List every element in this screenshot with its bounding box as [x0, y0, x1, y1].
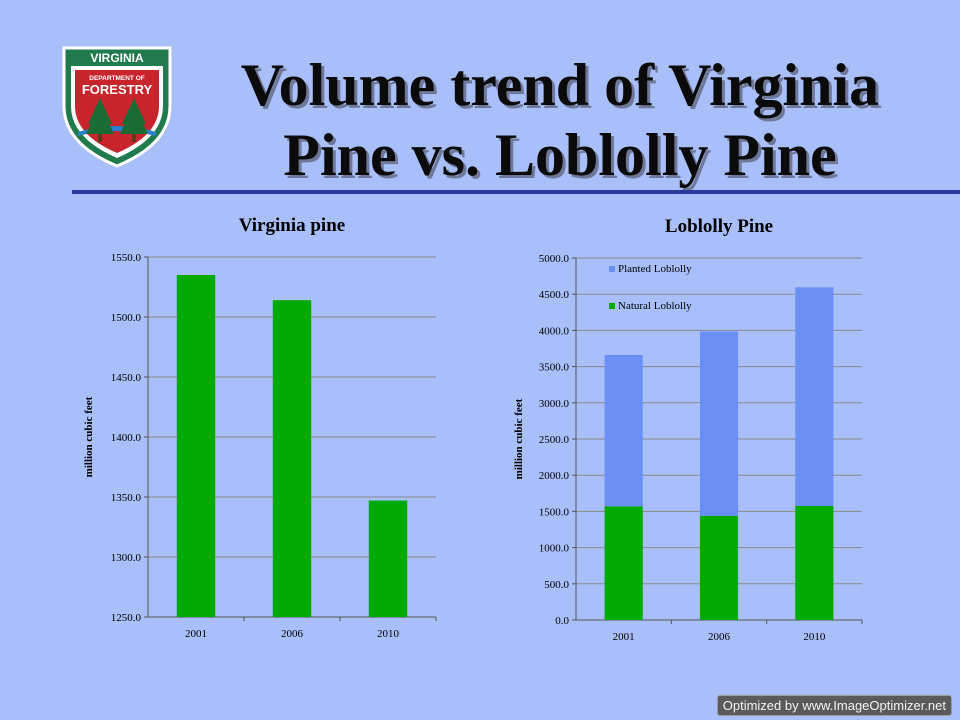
- y-tick-label: 1500.0: [111, 312, 142, 324]
- x-tick-label: 2006: [281, 628, 304, 640]
- y-tick-label: 1350.0: [111, 492, 142, 504]
- y-tick-label: 0.0: [555, 615, 569, 627]
- x-tick-label: 2001: [613, 631, 635, 643]
- x-tick-label: 2001: [185, 628, 207, 640]
- bar-natural-loblolly: [604, 506, 643, 620]
- y-tick-label: 1450.0: [111, 372, 142, 384]
- chart-title: Loblolly Pine: [665, 216, 773, 237]
- tree-icon: [86, 98, 114, 142]
- bar-natural-loblolly: [699, 515, 739, 620]
- y-tick-label: 5000.0: [539, 253, 570, 265]
- logo-middle-text: DEPARTMENT OF: [89, 75, 145, 82]
- y-axis-label: million cubic feet: [83, 396, 95, 477]
- x-tick-label: 2010: [803, 631, 826, 643]
- y-tick-label: 1000.0: [539, 543, 570, 555]
- virginia-pine-chart: Virginia pine 1250.0 1300.0 1350.0 1400.0 145…: [70, 200, 510, 660]
- y-tick-label: 1500.0: [539, 506, 570, 518]
- virginia-pine-chart-svg: Virginia pine 1250.0 1300.0 1350.0 1400.0 145…: [83, 215, 437, 640]
- bar-planted-loblolly: [604, 355, 643, 507]
- slide-title: Volume trend of Virginia Pine vs. Loblol…: [240, 52, 880, 188]
- chart-title: Virginia pine: [239, 215, 345, 236]
- logo-top-text: VIRGINIA: [90, 51, 144, 65]
- legend-swatch: [609, 303, 615, 309]
- loblolly-pine-chart-svg: Loblolly Pine 0.0 500.0 1000.0 1500.0 2000.0 2…: [513, 216, 863, 643]
- y-tick-label: 2500.0: [539, 434, 570, 446]
- legend-swatch: [609, 266, 615, 272]
- bar: [272, 300, 312, 617]
- x-tick-label: 2006: [708, 631, 731, 643]
- legend-label: Natural Loblolly: [618, 300, 692, 312]
- y-tick-label: 3500.0: [539, 362, 570, 374]
- title-divider: [72, 190, 960, 194]
- y-tick-label: 3000.0: [539, 398, 570, 410]
- bar: [176, 275, 216, 617]
- y-tick-label: 2000.0: [539, 470, 570, 482]
- y-tick-label: 500.0: [544, 579, 569, 591]
- legend-label: Planted Loblolly: [618, 263, 692, 275]
- y-tick-label: 1250.0: [111, 612, 142, 624]
- y-tick-label: 4500.0: [539, 289, 570, 301]
- bar: [368, 500, 408, 617]
- x-tick-label: 2010: [377, 628, 400, 640]
- watermark: Optimized by www.ImageOptimizer.net: [716, 695, 952, 716]
- tree-icon: [120, 98, 148, 142]
- logo-main-text: FORESTRY: [82, 82, 153, 97]
- y-tick-label: 1550.0: [111, 252, 142, 264]
- y-tick-label: 4000.0: [539, 325, 570, 337]
- y-axis-label: million cubic feet: [513, 398, 525, 479]
- y-tick-label: 1300.0: [111, 552, 142, 564]
- loblolly-pine-chart: Loblolly Pine 0.0 500.0 1000.0 1500.0 2000.0 2…: [490, 200, 950, 660]
- virginia-forestry-logo: VIRGINIA DEPARTMENT OF FORESTRY: [62, 46, 172, 168]
- bar-planted-loblolly: [699, 331, 739, 516]
- bar-natural-loblolly: [795, 505, 834, 620]
- y-tick-label: 1400.0: [111, 432, 142, 444]
- bar-planted-loblolly: [795, 287, 834, 506]
